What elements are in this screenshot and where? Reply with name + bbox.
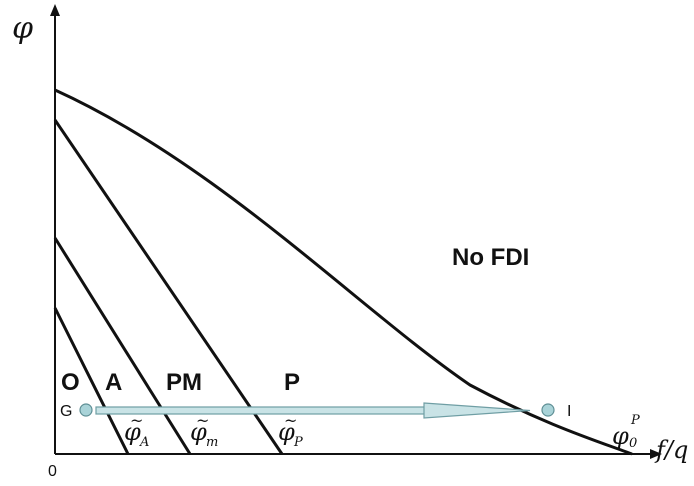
region-label-pm: PM bbox=[166, 369, 202, 396]
cutoff-line-pm-p bbox=[53, 119, 284, 455]
threshold-label-m: ~ φ m bbox=[190, 411, 218, 450]
threshold-a-sub: A bbox=[139, 435, 149, 450]
path-arrow-shaft bbox=[95, 406, 427, 415]
threshold-m-tilde: ~ bbox=[196, 411, 209, 430]
threshold-p-base: φ bbox=[278, 418, 295, 446]
point-i-dot bbox=[541, 403, 555, 417]
point-i-label: I bbox=[567, 403, 571, 420]
threshold-p-tilde: ~ bbox=[284, 411, 297, 430]
threshold-label-a: ~ φ A bbox=[124, 411, 149, 450]
region-label-o: O bbox=[61, 369, 80, 396]
threshold-p-sub: P bbox=[293, 435, 303, 450]
path-arrow-head bbox=[423, 402, 531, 419]
threshold-p0-sup: P bbox=[630, 413, 640, 428]
threshold-label-p: ~ φ P bbox=[278, 411, 303, 450]
threshold-a-base: φ bbox=[124, 418, 141, 446]
region-label-no-fdi: No FDI bbox=[452, 244, 529, 271]
point-g-label: G bbox=[60, 403, 72, 420]
x-axis-label: f/q bbox=[654, 436, 688, 464]
y-axis-arrowhead bbox=[50, 4, 60, 16]
cutoff-line-a-pm bbox=[53, 237, 192, 455]
cutoff-line-o-a bbox=[53, 307, 130, 455]
threshold-m-sub: m bbox=[206, 435, 218, 450]
threshold-m-base: φ bbox=[190, 418, 207, 446]
x-axis-arrowhead bbox=[650, 449, 662, 459]
no-fdi-boundary-curve bbox=[54, 88, 633, 456]
point-g-dot bbox=[79, 403, 93, 417]
threshold-p0-sub: 0 bbox=[629, 436, 637, 451]
threshold-p0-base: φ bbox=[612, 422, 629, 450]
region-label-p: P bbox=[284, 369, 300, 396]
threshold-label-p0: φ P 0 bbox=[612, 413, 640, 451]
origin-label: 0 bbox=[48, 463, 57, 480]
region-label-a: A bbox=[105, 369, 122, 396]
threshold-a-tilde: ~ bbox=[130, 411, 143, 430]
y-axis-label: φ bbox=[12, 11, 33, 46]
